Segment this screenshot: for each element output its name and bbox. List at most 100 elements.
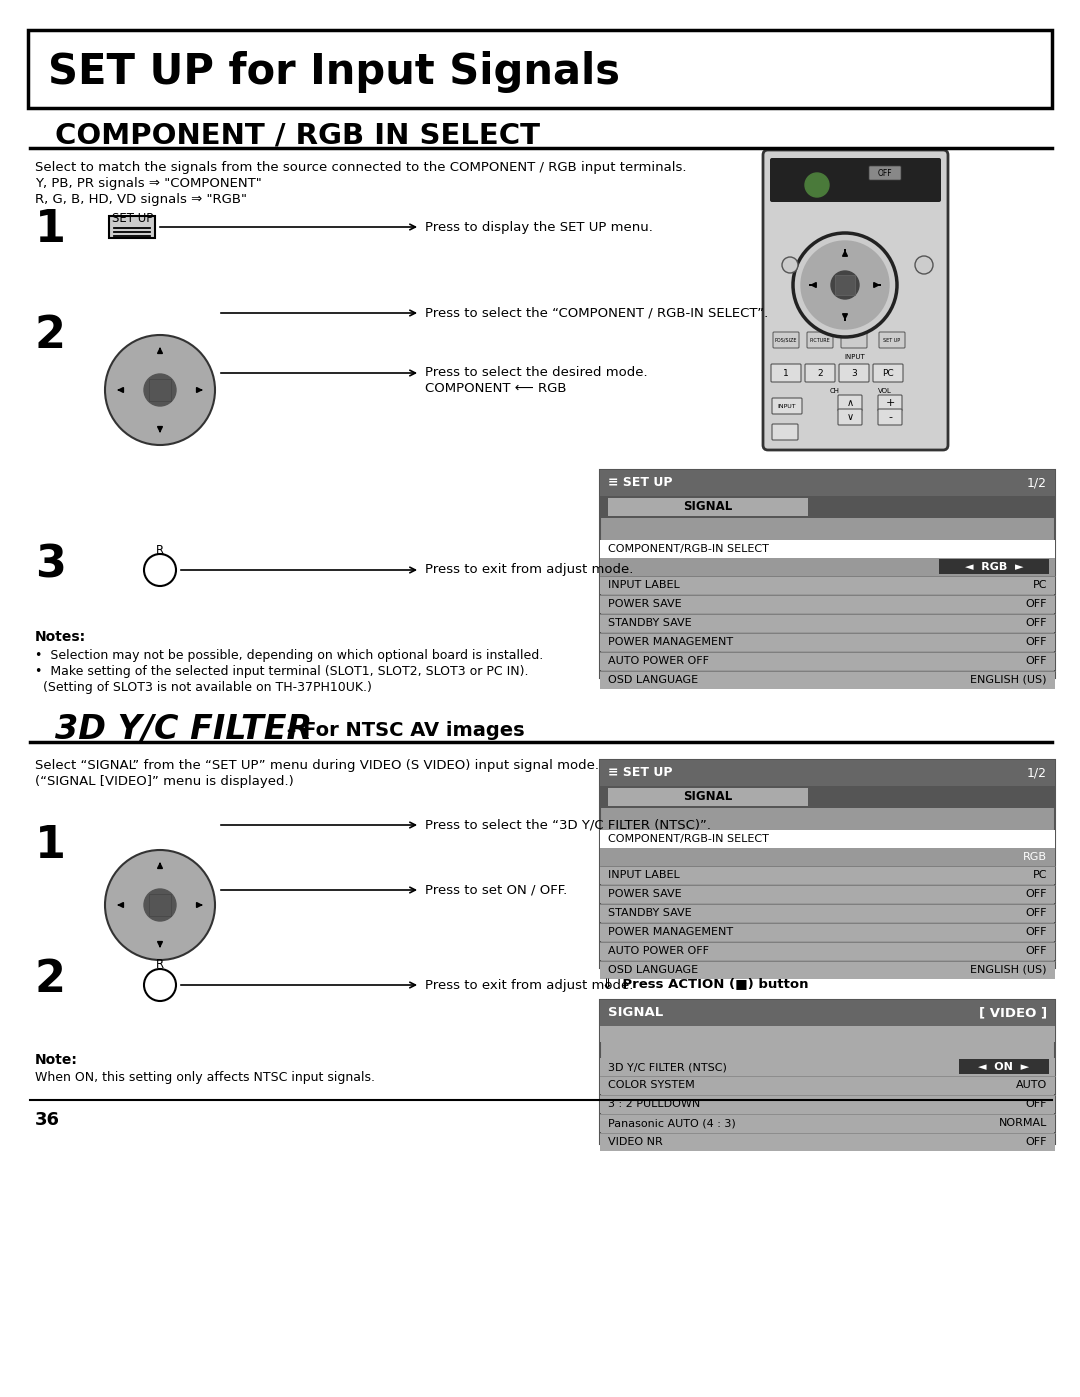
Text: PC: PC <box>882 369 894 377</box>
Text: (Setting of SLOT3 is not available on TH-37PH10UK.): (Setting of SLOT3 is not available on TH… <box>35 680 372 693</box>
Text: COMPONENT/RGB-IN SELECT: COMPONENT/RGB-IN SELECT <box>608 834 769 844</box>
FancyBboxPatch shape <box>600 557 1055 576</box>
Text: STANDBY SAVE: STANDBY SAVE <box>608 908 691 918</box>
Text: OFF: OFF <box>878 169 892 177</box>
Text: Press to select the “COMPONENT / RGB-IN SELECT”.: Press to select the “COMPONENT / RGB-IN … <box>426 306 768 320</box>
Text: 1/2: 1/2 <box>1027 476 1047 489</box>
Circle shape <box>801 242 889 330</box>
Text: 3D Y/C FILTER: 3D Y/C FILTER <box>55 714 312 746</box>
FancyBboxPatch shape <box>600 866 1055 884</box>
Text: INPUT LABEL: INPUT LABEL <box>608 870 679 880</box>
Text: 36: 36 <box>35 1111 60 1129</box>
Text: SIGNAL: SIGNAL <box>684 500 732 514</box>
FancyBboxPatch shape <box>838 395 862 411</box>
FancyBboxPatch shape <box>772 425 798 440</box>
Text: 2: 2 <box>35 313 66 356</box>
Text: AUTO: AUTO <box>1016 1080 1047 1090</box>
Text: OFF: OFF <box>1026 1137 1047 1147</box>
Text: OFF: OFF <box>1026 617 1047 629</box>
Text: ≡ SET UP: ≡ SET UP <box>608 476 673 489</box>
Text: POWER MANAGEMENT: POWER MANAGEMENT <box>608 637 733 647</box>
Text: R: R <box>921 263 927 268</box>
FancyBboxPatch shape <box>762 149 948 450</box>
Text: OFF: OFF <box>1026 946 1047 956</box>
Text: R: R <box>156 543 164 556</box>
FancyBboxPatch shape <box>841 332 867 348</box>
FancyBboxPatch shape <box>600 1113 1055 1132</box>
Circle shape <box>105 335 215 446</box>
Text: ON: ON <box>810 180 824 190</box>
FancyBboxPatch shape <box>773 332 799 348</box>
FancyBboxPatch shape <box>805 365 835 381</box>
FancyBboxPatch shape <box>149 894 171 916</box>
Text: VOL: VOL <box>878 388 892 394</box>
FancyBboxPatch shape <box>600 469 1055 678</box>
Text: Panasonic AUTO (4 : 3): Panasonic AUTO (4 : 3) <box>608 1118 735 1127</box>
FancyBboxPatch shape <box>878 395 902 411</box>
Text: ≡ SET UP: ≡ SET UP <box>608 767 673 780</box>
FancyBboxPatch shape <box>600 671 1055 689</box>
FancyBboxPatch shape <box>600 615 1055 631</box>
FancyBboxPatch shape <box>600 1000 1055 1144</box>
Text: Select “SIGNAL” from the “SET UP” menu during VIDEO (S VIDEO) input signal mode.: Select “SIGNAL” from the “SET UP” menu d… <box>35 759 599 771</box>
Text: – For NTSC AV images: – For NTSC AV images <box>280 721 525 739</box>
FancyBboxPatch shape <box>600 1058 1055 1076</box>
FancyBboxPatch shape <box>879 332 905 348</box>
Text: NORMAL: NORMAL <box>999 1118 1047 1127</box>
Text: Select to match the signals from the source connected to the COMPONENT / RGB inp: Select to match the signals from the sou… <box>35 162 687 175</box>
Text: Notes:: Notes: <box>35 630 86 644</box>
FancyBboxPatch shape <box>600 787 1055 807</box>
FancyBboxPatch shape <box>600 848 1055 866</box>
Text: -: - <box>888 412 892 422</box>
Text: OFF: OFF <box>1026 1099 1047 1109</box>
FancyBboxPatch shape <box>608 497 808 515</box>
Circle shape <box>144 374 176 407</box>
FancyBboxPatch shape <box>600 1133 1055 1151</box>
Text: ◄  ON  ►: ◄ ON ► <box>978 1062 1029 1071</box>
Text: R: R <box>156 958 164 971</box>
FancyBboxPatch shape <box>149 379 171 401</box>
Text: OFF: OFF <box>1026 599 1047 609</box>
FancyBboxPatch shape <box>839 365 869 381</box>
Text: CH: CH <box>831 388 840 394</box>
FancyBboxPatch shape <box>600 652 1055 671</box>
FancyBboxPatch shape <box>600 942 1055 960</box>
Text: •  Selection may not be possible, depending on which optional board is installed: • Selection may not be possible, dependi… <box>35 648 543 662</box>
Circle shape <box>144 888 176 921</box>
Text: R, G, B, HD, VD signals ⇒ "RGB": R, G, B, HD, VD signals ⇒ "RGB" <box>35 194 247 207</box>
FancyBboxPatch shape <box>600 633 1055 651</box>
Text: +: + <box>886 398 894 408</box>
FancyBboxPatch shape <box>835 275 855 295</box>
Text: ENGLISH (US): ENGLISH (US) <box>971 965 1047 975</box>
Text: OFF: OFF <box>1026 637 1047 647</box>
Text: SIGNAL: SIGNAL <box>608 1006 663 1020</box>
FancyBboxPatch shape <box>807 332 833 348</box>
Text: COMPONENT/RGB-IN SELECT: COMPONENT/RGB-IN SELECT <box>608 543 769 555</box>
Text: 1: 1 <box>783 369 788 377</box>
FancyBboxPatch shape <box>600 830 1055 848</box>
FancyBboxPatch shape <box>600 961 1055 979</box>
Text: Press to select the “3D Y/C FILTER (NTSC)”.: Press to select the “3D Y/C FILTER (NTSC… <box>426 819 711 831</box>
Text: Note:: Note: <box>35 1053 78 1067</box>
Text: ∨: ∨ <box>847 412 853 422</box>
Text: OSD LANGUAGE: OSD LANGUAGE <box>608 965 698 975</box>
Text: 2: 2 <box>818 369 823 377</box>
Text: •  Make setting of the selected input terminal (SLOT1, SLOT2, SLOT3 or PC IN).: • Make setting of the selected input ter… <box>35 665 528 678</box>
Text: COMPONENT ⟵ RGB: COMPONENT ⟵ RGB <box>426 383 567 395</box>
FancyBboxPatch shape <box>600 1076 1055 1094</box>
FancyBboxPatch shape <box>772 398 802 414</box>
Text: (“SIGNAL [VIDEO]” menu is displayed.): (“SIGNAL [VIDEO]” menu is displayed.) <box>35 774 294 788</box>
FancyBboxPatch shape <box>109 217 156 237</box>
Text: When ON, this setting only affects NTSC input signals.: When ON, this setting only affects NTSC … <box>35 1071 375 1084</box>
FancyBboxPatch shape <box>600 760 1055 968</box>
Circle shape <box>831 271 859 299</box>
Text: OFF: OFF <box>1026 888 1047 900</box>
Text: POS/SIZE: POS/SIZE <box>774 338 797 342</box>
FancyBboxPatch shape <box>600 1025 1055 1042</box>
Text: PC: PC <box>1032 870 1047 880</box>
Text: 3: 3 <box>35 543 66 587</box>
Text: SET UP: SET UP <box>883 338 901 342</box>
FancyBboxPatch shape <box>600 496 1055 518</box>
Text: RGB: RGB <box>1023 852 1047 862</box>
Text: ∧: ∧ <box>847 398 853 408</box>
